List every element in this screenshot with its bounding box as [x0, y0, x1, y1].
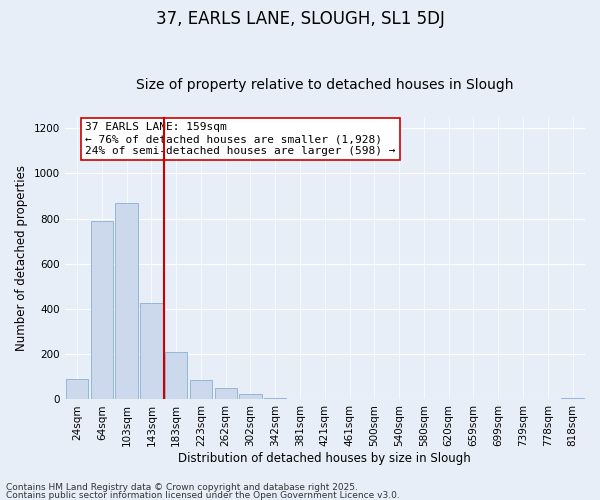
Title: Size of property relative to detached houses in Slough: Size of property relative to detached ho…	[136, 78, 514, 92]
Bar	[562, 398, 584, 400]
Bar	[239, 394, 262, 400]
Bar	[140, 304, 163, 400]
Bar	[264, 398, 286, 400]
Bar	[215, 388, 237, 400]
Bar	[115, 202, 138, 400]
Text: Contains public sector information licensed under the Open Government Licence v3: Contains public sector information licen…	[6, 490, 400, 500]
Bar	[66, 379, 88, 400]
Text: 37 EARLS LANE: 159sqm
← 76% of detached houses are smaller (1,928)
24% of semi-d: 37 EARLS LANE: 159sqm ← 76% of detached …	[85, 122, 396, 156]
Bar	[190, 380, 212, 400]
Y-axis label: Number of detached properties: Number of detached properties	[15, 165, 28, 351]
Bar	[165, 352, 187, 400]
Text: Contains HM Land Registry data © Crown copyright and database right 2025.: Contains HM Land Registry data © Crown c…	[6, 484, 358, 492]
X-axis label: Distribution of detached houses by size in Slough: Distribution of detached houses by size …	[178, 452, 471, 465]
Bar	[91, 221, 113, 400]
Text: 37, EARLS LANE, SLOUGH, SL1 5DJ: 37, EARLS LANE, SLOUGH, SL1 5DJ	[155, 10, 445, 28]
